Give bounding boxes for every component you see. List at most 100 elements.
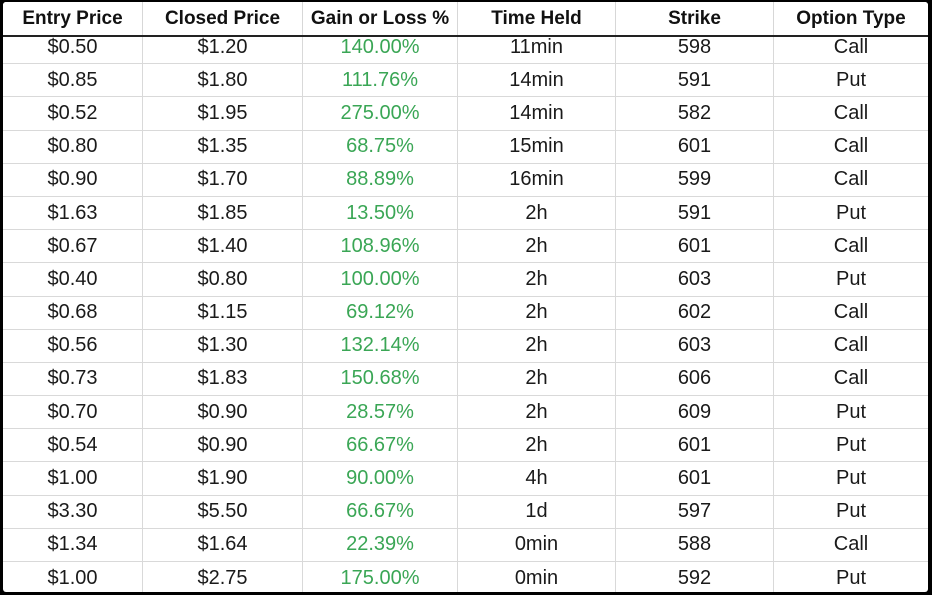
table-row[interactable]: $0.68 $1.15 69.12% 2h 602 Call (3, 296, 928, 330)
table-row[interactable]: $0.40 $0.80 100.00% 2h 603 Put (3, 263, 928, 297)
table-row[interactable]: $0.85 $1.80 111.76% 14min 591 Put (3, 64, 928, 98)
option-type-cell: Put (835, 467, 867, 490)
time-held-cell: 11min (458, 31, 616, 64)
closed-price-cell: $5.50 (143, 495, 303, 528)
header-option-type[interactable]: Option Type (796, 7, 906, 29)
entry-price-cell: $0.70 (3, 396, 143, 429)
strike-cell: 601 (616, 130, 774, 163)
gain-loss-cell: 68.75% (303, 130, 458, 163)
header-entry-price[interactable]: Entry Price (3, 2, 143, 35)
time-held-cell: 2h (458, 429, 616, 462)
strike-cell: 606 (616, 362, 774, 396)
gain-loss-cell: 69.12% (303, 296, 458, 329)
entry-price-cell: $1.34 (3, 528, 143, 561)
table-row[interactable]: $1.00 $1.90 90.00% 4h 601 Put (3, 462, 928, 496)
strike-cell: 601 (616, 429, 774, 462)
table-row[interactable]: $0.56 $1.30 132.14% 2h 603 Call (3, 329, 928, 363)
strike-cell: 603 (616, 263, 774, 296)
header-time-held[interactable]: Time Held (458, 2, 616, 35)
gain-loss-cell: 90.00% (303, 462, 458, 495)
option-type-cell: Put (835, 433, 867, 456)
time-held-cell: 2h (458, 362, 616, 396)
time-held-cell: 2h (458, 329, 616, 362)
table-row[interactable]: $0.70 $0.90 28.57% 2h 609 Put (3, 396, 928, 430)
table-row[interactable]: $0.80 $1.35 68.75% 15min 601 Call (3, 130, 928, 164)
strike-cell: 601 (616, 462, 774, 495)
time-held-cell: 0min (458, 562, 616, 592)
gain-loss-cell: 66.67% (303, 429, 458, 462)
trades-table: Entry Price Closed Price Gain or Loss % … (3, 2, 928, 592)
option-type-cell: Put (835, 68, 867, 91)
option-type-cell: Call (833, 367, 869, 390)
gain-loss-cell: 13.50% (303, 196, 458, 230)
option-type-cell: Call (833, 135, 869, 158)
time-held-cell: 2h (458, 196, 616, 230)
header-strike[interactable]: Strike (616, 2, 774, 35)
header-gain-loss[interactable]: Gain or Loss % (303, 2, 458, 35)
entry-price-cell: $0.68 (3, 296, 143, 329)
table-row[interactable]: $1.00 $2.75 175.00% 0min 592 Put (3, 562, 928, 592)
entry-price-cell: $1.00 (3, 462, 143, 495)
strike-cell: 591 (616, 196, 774, 230)
time-held-cell: 2h (458, 263, 616, 296)
strike-cell: 588 (616, 528, 774, 561)
time-held-cell: 14min (458, 97, 616, 130)
entry-price-cell: $0.73 (3, 362, 143, 396)
table-body: $0.50 $1.20 140.00% 11min 598 Call $0.85 $1.80 1… (3, 31, 928, 592)
time-held-cell: 4h (458, 462, 616, 495)
gain-loss-cell: 28.57% (303, 396, 458, 429)
strike-cell: 601 (616, 230, 774, 263)
option-type-cell: Put (835, 500, 867, 523)
strike-cell: 592 (616, 562, 774, 592)
time-held-cell: 14min (458, 64, 616, 97)
gain-loss-cell: 88.89% (303, 163, 458, 196)
option-type-cell: Call (833, 101, 869, 124)
closed-price-cell: $1.64 (143, 528, 303, 561)
entry-price-cell: $0.40 (3, 263, 143, 296)
closed-price-cell: $0.80 (143, 263, 303, 296)
table-row[interactable]: $0.50 $1.20 140.00% 11min 598 Call (3, 31, 928, 65)
entry-price-cell: $0.50 (3, 31, 143, 64)
time-held-cell: 0min (458, 528, 616, 561)
closed-price-cell: $1.80 (143, 64, 303, 97)
gain-loss-cell: 108.96% (303, 230, 458, 263)
time-held-cell: 2h (458, 296, 616, 329)
gain-loss-cell: 132.14% (303, 329, 458, 362)
table-row[interactable]: $0.54 $0.90 66.67% 2h 601 Put (3, 429, 928, 463)
table-row[interactable]: $1.63 $1.85 13.50% 2h 591 Put (3, 196, 928, 231)
gain-loss-cell: 111.76% (303, 64, 458, 97)
table-row[interactable]: $0.90 $1.70 88.89% 16min 599 Call (3, 163, 928, 197)
option-type-cell: Call (833, 334, 869, 357)
closed-price-cell: $1.30 (143, 329, 303, 362)
closed-price-cell: $2.75 (143, 562, 303, 592)
closed-price-cell: $1.83 (143, 362, 303, 396)
option-type-cell: Call (833, 168, 869, 191)
option-type-cell: Put (835, 400, 867, 423)
table-header: Entry Price Closed Price Gain or Loss % … (3, 2, 928, 37)
entry-price-cell: $0.85 (3, 64, 143, 97)
table-row[interactable]: $0.67 $1.40 108.96% 2h 601 Call (3, 230, 928, 264)
entry-price-cell: $0.80 (3, 130, 143, 163)
option-type-cell: Call (833, 533, 869, 556)
table-row[interactable]: $1.34 $1.64 22.39% 0min 588 Call (3, 528, 928, 562)
header-closed-price[interactable]: Closed Price (143, 2, 303, 35)
option-type-cell: Call (833, 234, 869, 257)
table-row[interactable]: $3.30 $5.50 66.67% 1d 597 Put (3, 495, 928, 529)
closed-price-cell: $1.70 (143, 163, 303, 196)
table-row[interactable]: $0.52 $1.95 275.00% 14min 582 Call (3, 97, 928, 131)
table-row[interactable]: $0.73 $1.83 150.68% 2h 606 Call (3, 362, 928, 397)
closed-price-cell: $1.85 (143, 196, 303, 230)
strike-cell: 599 (616, 163, 774, 196)
option-type-cell: Put (835, 566, 867, 589)
option-type-cell: Call (833, 35, 869, 58)
entry-price-cell: $0.54 (3, 429, 143, 462)
strike-cell: 597 (616, 495, 774, 528)
strike-cell: 598 (616, 31, 774, 64)
time-held-cell: 2h (458, 396, 616, 429)
gain-loss-cell: 22.39% (303, 528, 458, 561)
entry-price-cell: $0.56 (3, 329, 143, 362)
strike-cell: 602 (616, 296, 774, 329)
closed-price-cell: $0.90 (143, 396, 303, 429)
closed-price-cell: $1.95 (143, 97, 303, 130)
time-held-cell: 16min (458, 163, 616, 196)
